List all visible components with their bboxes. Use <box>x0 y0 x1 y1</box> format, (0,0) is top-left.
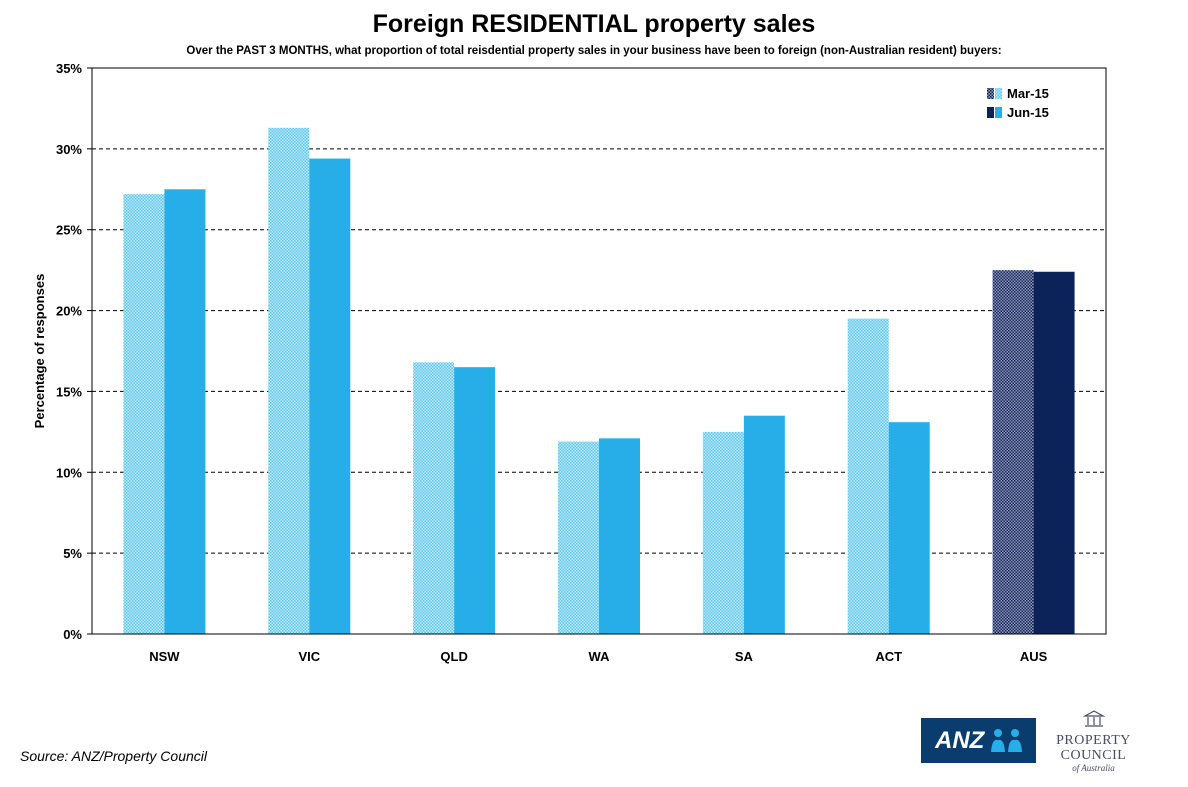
axes: 0% 5% 10% 15% 20% 25% 30% 35% NSW VIC QLD WA SA ACT AU… <box>56 61 1107 664</box>
chart-subtitle: Over the PAST 3 MONTHS, what proportion … <box>186 45 1002 57</box>
x-tick-label: ACT <box>875 649 902 664</box>
legend: Mar-15 Jun-15 <box>987 86 1049 120</box>
y-axis-label: Percentage of responses <box>32 274 47 429</box>
bar-act-jun-15 <box>888 422 930 634</box>
legend-label: Jun-15 <box>1007 105 1049 120</box>
bar-sa-jun-15 <box>743 415 785 634</box>
property-council-logo: PROPERTY COUNCIL of Australia <box>1046 710 1141 773</box>
y-tick-label: 10% <box>56 465 82 480</box>
anz-people-icon <box>991 728 1023 752</box>
pc-logo-line3: of Australia <box>1072 763 1115 773</box>
x-tick-label: NSW <box>149 649 180 664</box>
bars <box>123 127 1075 635</box>
bar-qld-jun-15 <box>454 367 496 634</box>
bar-vic-mar-15 <box>268 127 310 634</box>
source-note: Source: ANZ/Property Council <box>20 748 207 764</box>
y-tick-label: 5% <box>63 546 82 561</box>
x-tick-label: AUS <box>1020 649 1048 664</box>
x-tick-label: WA <box>589 649 611 664</box>
chart-title: Foreign RESIDENTIAL property sales <box>372 10 816 38</box>
legend-swatch-state-jun-15 <box>995 107 1002 118</box>
legend-label: Mar-15 <box>1007 86 1049 101</box>
bar-qld-mar-15 <box>413 362 455 634</box>
bar-nsw-jun-15 <box>164 189 206 635</box>
legend-swatch-state-mar-15 <box>995 88 1002 99</box>
bar-chart: 0% 5% 10% 15% 20% 25% 30% 35% NSW VIC QLD WA SA ACT AU… <box>32 61 1107 664</box>
bar-act-mar-15 <box>847 318 889 634</box>
x-tick-label: SA <box>735 649 754 664</box>
legend-swatch-aus-jun-15 <box>987 107 994 118</box>
pc-logo-line2: COUNCIL <box>1060 748 1127 763</box>
bar-nsw-mar-15 <box>123 194 165 634</box>
bar-aus-jun-15 <box>1033 271 1075 634</box>
building-icon <box>1082 710 1105 727</box>
x-tick-label: VIC <box>298 649 320 664</box>
x-tick-label: QLD <box>440 649 467 664</box>
y-tick-label: 0% <box>63 627 82 642</box>
y-tick-label: 35% <box>56 61 82 76</box>
bar-aus-mar-15 <box>992 270 1034 634</box>
bar-sa-mar-15 <box>702 431 744 634</box>
bar-wa-mar-15 <box>558 441 599 634</box>
pc-logo-line1: PROPERTY <box>1056 733 1131 748</box>
plot-frame <box>91 67 1107 635</box>
bar-wa-jun-15 <box>599 438 640 634</box>
y-tick-label: 25% <box>56 223 82 238</box>
bar-vic-jun-15 <box>309 158 351 634</box>
y-tick-label: 15% <box>56 384 82 399</box>
anz-logo-text: ANZ <box>935 726 985 754</box>
legend-swatch-aus-mar-15 <box>987 88 994 99</box>
y-tick-label: 20% <box>56 304 82 319</box>
y-tick-label: 30% <box>56 142 82 157</box>
anz-logo: ANZ <box>921 718 1036 763</box>
